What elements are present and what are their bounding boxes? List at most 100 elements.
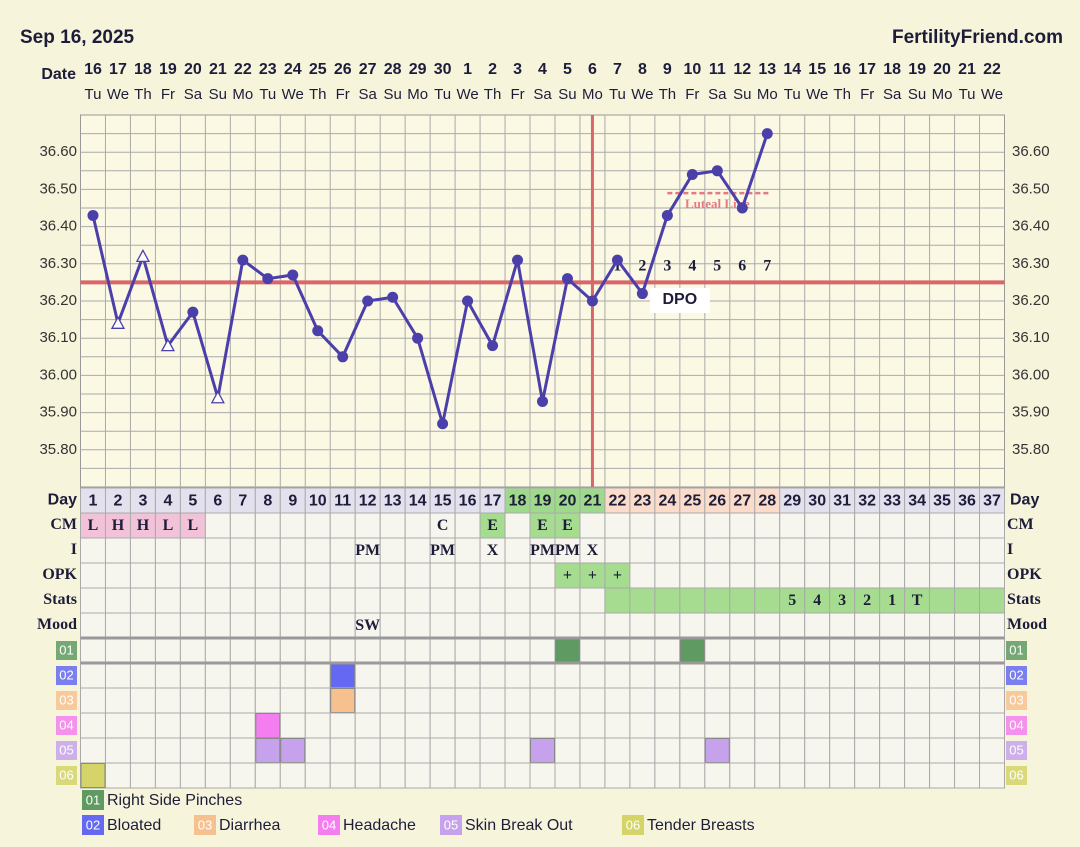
symptom-cell: [504, 637, 531, 664]
row-entry: X: [587, 542, 599, 559]
date-label: 16: [833, 61, 851, 78]
y-tick-label: 36.00: [1012, 366, 1050, 383]
symptom-cell: [679, 737, 706, 764]
temperature-point: [412, 332, 424, 344]
symptom-cell: [279, 712, 306, 739]
symptom-code: 01: [59, 642, 73, 657]
symptom-cell: [604, 687, 631, 714]
symptom-cell: [554, 662, 581, 689]
symptom-cell: [529, 662, 556, 689]
symptom-cell: [754, 712, 781, 739]
row-cell: [704, 587, 731, 614]
symptom-cell: [829, 712, 856, 739]
row-cell: [229, 612, 256, 639]
row-entry: +: [588, 567, 597, 584]
cycle-day: 3: [138, 493, 147, 510]
symptom-cell: [554, 737, 581, 764]
symptom-cell: [754, 687, 781, 714]
symptom-cell: [379, 662, 406, 689]
symptom-cell: [429, 637, 456, 664]
symptom-cell: [954, 762, 981, 789]
row-label: OPK: [1007, 566, 1042, 583]
luteal-label: Luteal Line: [685, 196, 750, 211]
symptom-cell: [629, 637, 656, 664]
row-cell: [354, 612, 381, 639]
temperature-point: [362, 295, 374, 307]
row-cell: [829, 562, 856, 589]
weekday-label: Tu: [609, 86, 626, 103]
row-cell: [604, 512, 631, 539]
date-label: 21: [958, 61, 976, 78]
symptom-cell: [479, 762, 506, 789]
cycle-day: 12: [359, 493, 377, 510]
row-cell: [779, 612, 806, 639]
dpo-number: 5: [713, 258, 721, 275]
symptom-cell: [454, 762, 481, 789]
symptom-cell: [629, 712, 656, 739]
row-entry: L: [188, 517, 199, 534]
row-cell: [729, 537, 756, 564]
row-cell: [429, 612, 456, 639]
cycle-day: 24: [658, 493, 676, 510]
date-label: 30: [434, 61, 452, 78]
weekday-label: Su: [558, 86, 576, 103]
row-cell: [929, 537, 956, 564]
row-cell: [329, 562, 356, 589]
symptom-cell: [529, 637, 556, 664]
row-cell: [829, 512, 856, 539]
cycle-day: 1: [89, 493, 98, 510]
cycle-day: 28: [758, 493, 776, 510]
cycle-day: 22: [609, 493, 627, 510]
date-label: 8: [638, 61, 647, 78]
temperature-point: [711, 165, 723, 177]
symptom-code-box: [56, 641, 77, 660]
cycle-day: 2: [114, 493, 123, 510]
y-tick-label: 36.50: [1012, 180, 1050, 197]
temperature-point: [561, 273, 573, 285]
weekday-label: Su: [908, 86, 926, 103]
row-cell: [529, 512, 556, 539]
dpo-number: 7: [763, 258, 771, 275]
row-label: OPK: [42, 566, 77, 583]
symptom-cell: [179, 637, 206, 664]
cycle-day: 19: [534, 493, 552, 510]
row-cell: [329, 612, 356, 639]
weekday-label: Fr: [336, 86, 350, 103]
row-cell: [929, 612, 956, 639]
row-cell: [504, 612, 531, 639]
symptom-cell: [804, 737, 831, 764]
symptom-cell: [854, 687, 881, 714]
row-label: Mood: [37, 616, 77, 633]
symptom-cell: [629, 687, 656, 714]
row-cell: [329, 537, 356, 564]
date-label: 17: [109, 61, 127, 78]
row-cell: [529, 612, 556, 639]
row-cell: [229, 537, 256, 564]
day-cell: [504, 487, 531, 514]
date-label: 6: [588, 61, 597, 78]
symptom-cell: [604, 737, 631, 764]
y-tick-label: 36.20: [39, 292, 77, 309]
symptom-cell: [854, 712, 881, 739]
row-entry: 4: [813, 592, 821, 609]
weekday-label: Fr: [510, 86, 524, 103]
symptom-cell: [104, 762, 131, 789]
symptom-cell: [579, 662, 606, 689]
weekday-label: We: [981, 86, 1003, 103]
symptom-cell: [554, 712, 581, 739]
row-cell: [279, 587, 306, 614]
row-cell: [204, 512, 231, 539]
cycle-day: 16: [459, 493, 477, 510]
symptom-cell: [979, 712, 1006, 739]
date-label: 14: [783, 61, 801, 78]
symptom-cell: [504, 712, 531, 739]
row-cell: [554, 612, 581, 639]
row-cell: [504, 512, 531, 539]
symptom-cell: [754, 762, 781, 789]
symptom-cell: [204, 662, 231, 689]
row-cell: [879, 612, 906, 639]
row-cell: [654, 587, 681, 614]
symptom-mark: [330, 688, 356, 713]
symptom-cell: [304, 687, 331, 714]
symptom-mark: [679, 638, 705, 663]
